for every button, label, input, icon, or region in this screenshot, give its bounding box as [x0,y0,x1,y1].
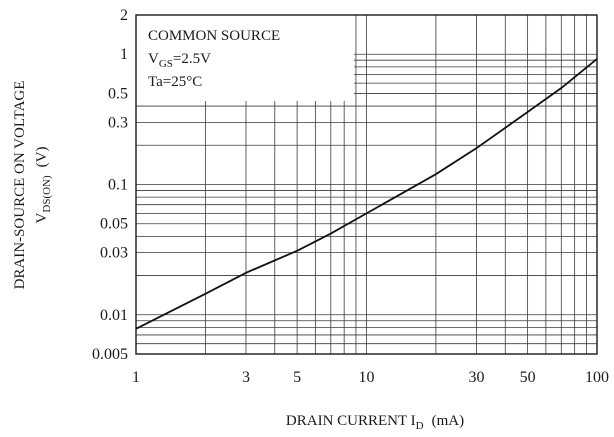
x-tick-label: 5 [293,369,301,386]
y-axis-title-line1-group: DRAIN-SOURCE ON VOLTAGE [12,81,28,290]
annotation-box [136,15,354,101]
y-tick-label: 0.5 [108,85,128,102]
y-axis-title-line2-group: VDS(ON) (V) [34,147,53,224]
y-tick-label: 0.05 [100,216,128,233]
annotation-vgs-value: =2.5V [173,51,211,67]
y-axis-title-line2: VDS(ON) (V) [34,147,53,224]
y-axis-title-main: V [34,212,50,223]
y-tick-label: 0.1 [108,177,128,194]
y-tick-labels: 0.005 0.01 0.03 0.05 0.1 0.3 0.5 1 2 [92,7,128,363]
x-tick-label: 30 [468,369,484,386]
y-axis-title-unit: (V) [34,147,50,168]
x-axis-title-unit: (mA) [432,413,465,429]
x-tick-label: 100 [585,369,609,386]
x-axis-title-subscript: D [416,420,424,432]
x-tick-label: 1 [132,369,140,386]
y-axis-title-line1: DRAIN-SOURCE ON VOLTAGE [12,81,28,290]
y-tick-label: 0.03 [100,245,128,262]
annotation-line3: Ta=25°C [148,74,202,90]
x-tick-label: 10 [359,369,375,386]
x-axis-title-main: DRAIN CURRENT I [286,413,416,429]
annotation-vgs-symbol: V [148,51,159,67]
y-tick-label: 0.01 [100,307,128,324]
y-tick-label: 2 [120,7,128,24]
y-tick-label: 1 [120,46,128,63]
x-tick-labels: 1 3 5 10 30 50 100 [132,369,609,386]
grid-lines [136,15,597,354]
series-line [135,58,598,330]
y-tick-label: 0.3 [108,114,128,131]
annotation-line1: COMMON SOURCE [148,28,280,44]
y-tick-label: 0.005 [92,346,128,363]
annotation-vgs-subscript: GS [159,58,173,70]
annotation: COMMON SOURCE VGS=2.5V Ta=25°C [148,28,280,90]
x-tick-label: 3 [242,369,250,386]
annotation-line2: VGS=2.5V [148,51,211,70]
y-axis-title-subscript: DS(ON) [41,175,53,213]
x-tick-label: 50 [520,369,536,386]
x-axis-title: DRAIN CURRENT ID (mA) [286,413,464,432]
plot-frame [135,14,598,355]
